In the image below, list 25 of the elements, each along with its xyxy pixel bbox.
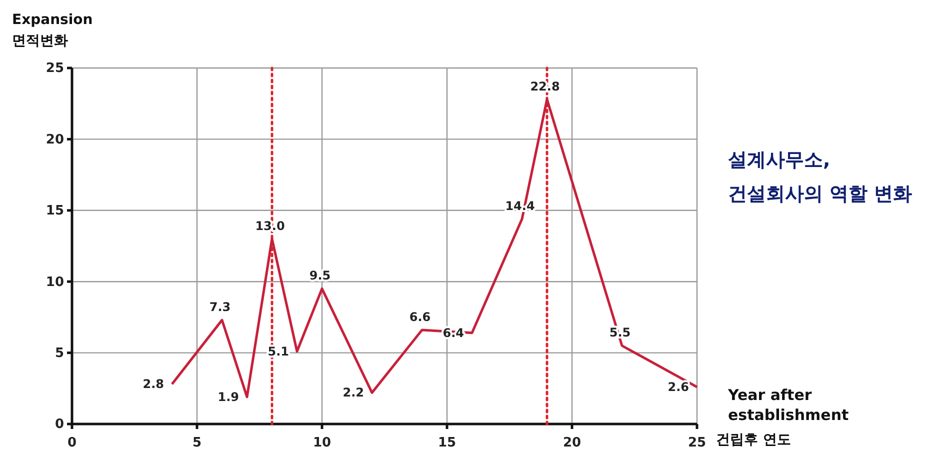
data-label: 6.6 [409, 310, 431, 324]
y-tick-label: 5 [54, 346, 64, 361]
text: 설계사무소, 건설회사의 역할 변화 [728, 149, 912, 205]
y-tick-label: 20 [46, 132, 64, 148]
data-label: 2.2 [342, 386, 364, 400]
data-label: 1.9 [218, 390, 239, 404]
x-tick-label: 0 [67, 435, 77, 450]
data-label: 22.8 [530, 79, 560, 94]
y-tick-label: 0 [54, 417, 64, 432]
x-tick-label: 10 [312, 435, 332, 450]
y-axis-title: Expansion 면적변화 [12, 12, 93, 49]
data-label: 2.6 [668, 380, 689, 394]
data-label: 2.8 [142, 377, 164, 392]
x-axis-title: Year after establishment 건립후 연도 [716, 386, 849, 448]
y-tick-label: 10 [46, 274, 64, 290]
y-tick-label: 15 [46, 204, 64, 219]
data-label: 9.5 [309, 268, 331, 283]
data-label: 5.1 [268, 344, 289, 358]
x-tick-label: 5 [192, 435, 202, 450]
x-tick-label: 25 [688, 435, 706, 450]
y-tick-label: 25 [46, 61, 64, 76]
x-tick-label: 20 [562, 435, 582, 450]
data-label: 13.0 [255, 218, 285, 233]
data-label: 7.3 [209, 300, 231, 314]
x-tick-label: 15 [438, 435, 456, 450]
